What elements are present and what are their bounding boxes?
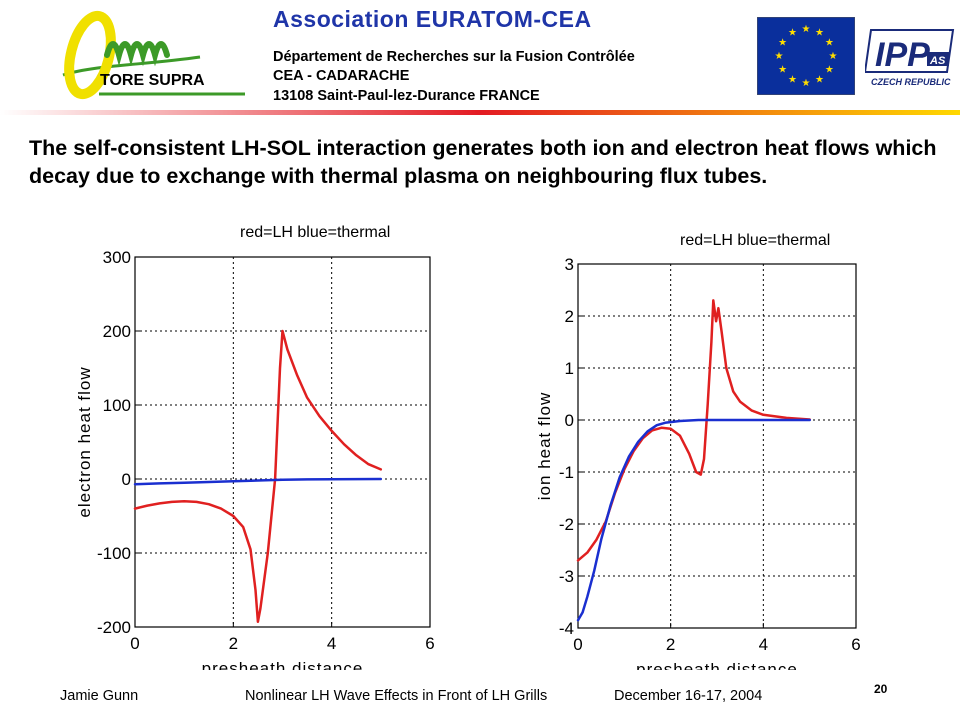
- y-tick-label: 300: [103, 248, 131, 267]
- series-line-lh: [576, 299, 811, 562]
- eu-star-icon: ★: [825, 65, 834, 76]
- series-line-thermal: [576, 418, 811, 622]
- site-name: CEA - CADARACHE: [273, 68, 410, 84]
- address: 13108 Saint-Paul-lez-Durance FRANCE: [273, 88, 540, 104]
- footer-talk-title: Nonlinear LH Wave Effects in Front of LH…: [245, 688, 548, 704]
- x-tick-label: 4: [327, 634, 336, 653]
- eu-star-icon: ★: [788, 74, 797, 85]
- eu-star-icon: ★: [802, 24, 811, 35]
- eu-star-icon: ★: [778, 38, 787, 49]
- ipp-country: CZECH REPUBLIC: [871, 77, 951, 87]
- electron-heat-flow-chart: red=LH blue=thermal 0 2 4 6 300 200 100 0 -100 -20…: [75, 224, 435, 670]
- eu-flag: ★ ★★★★★★★★★★★: [757, 17, 855, 95]
- tore-supra-logo: TORE SUPRA: [62, 10, 245, 100]
- ipp-label: IPP: [875, 36, 930, 74]
- ion-heat-flow-chart: red=LH blue=thermal 0 2 4 6 3 2 1 0 -1 -2 -3 -4 presh…: [535, 232, 861, 670]
- y-tick-label: -2: [559, 515, 574, 534]
- y-tick-label: -100: [97, 544, 131, 563]
- y-tick-label: -4: [559, 619, 574, 638]
- logo-swoosh: [62, 55, 201, 77]
- eu-star-icon: ★: [775, 51, 784, 62]
- x-tick-label: 2: [229, 634, 238, 653]
- y-tick-label: 0: [565, 411, 574, 430]
- x-tick-label: 0: [573, 635, 582, 654]
- logo-green-waves: [104, 41, 170, 67]
- x-axis-label: presheath distance: [636, 660, 798, 670]
- plot-axes-box: [577, 263, 857, 629]
- footer-date: December 16-17, 2004: [614, 688, 763, 704]
- header-rule: [0, 110, 960, 115]
- ipp-sub: AS: [929, 55, 946, 67]
- x-tick-label: 2: [666, 635, 675, 654]
- x-tick-label: 6: [425, 634, 434, 653]
- org-title: Association EURATOM-CEA: [273, 6, 592, 32]
- chart-title: red=LH blue=thermal: [240, 224, 390, 241]
- logo-yellow-ring: [64, 10, 116, 100]
- series-line-lh: [133, 329, 383, 624]
- y-tick-label: 3: [565, 255, 574, 274]
- y-axis-label: electron heat flow: [75, 366, 94, 517]
- eu-star-icon: ★: [802, 78, 811, 89]
- slide-statement: The self-consistent LH-SOL interaction g…: [29, 136, 937, 188]
- x-axis-label: presheath distance: [202, 659, 364, 670]
- series-line-thermal: [133, 477, 383, 486]
- chart-title: red=LH blue=thermal: [680, 232, 830, 249]
- x-tick-label: 6: [851, 635, 860, 654]
- y-tick-label: 2: [565, 307, 574, 326]
- plot-axes-box: [134, 256, 431, 628]
- ipp-logo: IPP AS CZECH REPUBLIC: [865, 29, 955, 87]
- ion-heat-flow-plot: red=LH blue=thermal 0 2 4 6 3 2 1 0 -1 -2 -3 -4 presh…: [510, 226, 890, 670]
- eu-star-icon: ★: [829, 51, 838, 62]
- eu-star-icon: ★: [815, 28, 824, 39]
- x-tick-label: 0: [130, 634, 139, 653]
- footer-author: Jamie Gunn: [60, 688, 139, 704]
- x-tick-label: 4: [759, 635, 768, 654]
- eu-star-icon: ★: [825, 38, 834, 49]
- y-tick-label: -1: [559, 463, 574, 482]
- eu-star-icon: ★: [788, 28, 797, 39]
- page-number: 20: [874, 682, 888, 696]
- y-tick-label: -3: [559, 567, 574, 586]
- y-tick-label: 200: [103, 322, 131, 341]
- logo-text: TORE SUPRA: [100, 72, 205, 89]
- y-tick-label: -200: [97, 618, 131, 637]
- y-tick-label: 1: [565, 359, 574, 378]
- eu-star-icon: ★: [778, 65, 787, 76]
- department-name: Département de Recherches sur la Fusion …: [273, 49, 635, 65]
- eu-star-icon: ★: [815, 74, 824, 85]
- y-tick-label: 0: [122, 470, 131, 489]
- y-axis-label: ion heat flow: [535, 392, 554, 500]
- electron-heat-flow-plot: red=LH blue=thermal 0 2 4 6 300 200 100 0 -100 -20…: [70, 222, 470, 670]
- y-tick-label: 100: [103, 396, 131, 415]
